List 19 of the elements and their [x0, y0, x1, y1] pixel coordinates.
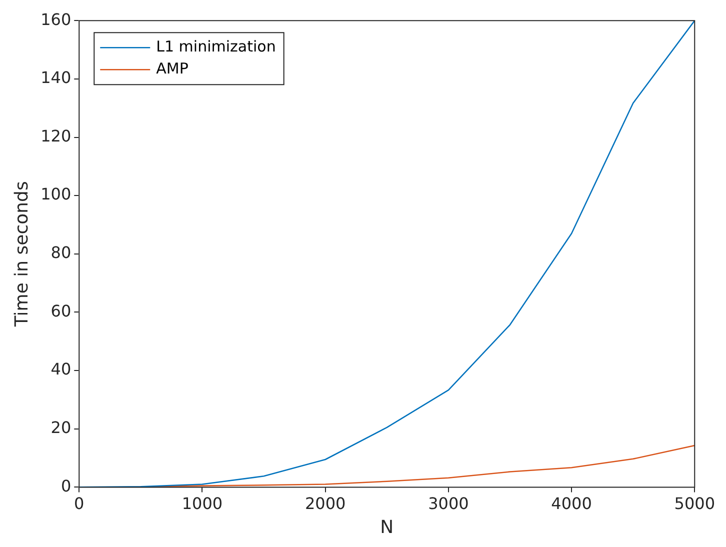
legend-label: AMP — [156, 59, 188, 78]
x-tick-label: 0 — [74, 494, 84, 513]
y-tick-label: 40 — [50, 360, 72, 379]
y-tick-label: 60 — [50, 301, 72, 320]
x-tick-label: 4000 — [551, 494, 592, 513]
y-tick-label: 20 — [50, 418, 72, 438]
x-tick-label: 2000 — [304, 494, 346, 513]
y-tick-label: 100 — [40, 184, 72, 204]
y-axis-title: Time in seconds — [11, 181, 32, 328]
y-tick-label: 160 — [40, 10, 72, 29]
y-tick-label: 0 — [60, 476, 72, 496]
x-axis-title: N — [380, 516, 394, 538]
legend-label: L1 minimization — [156, 37, 276, 56]
x-tick-label: 5000 — [674, 494, 715, 513]
y-tick-label: 80 — [50, 243, 72, 262]
y-tick-label: 120 — [40, 126, 72, 146]
y-tick-label: 140 — [40, 68, 72, 88]
x-tick-label: 3000 — [428, 494, 469, 513]
x-tick-label: 1000 — [182, 494, 223, 513]
